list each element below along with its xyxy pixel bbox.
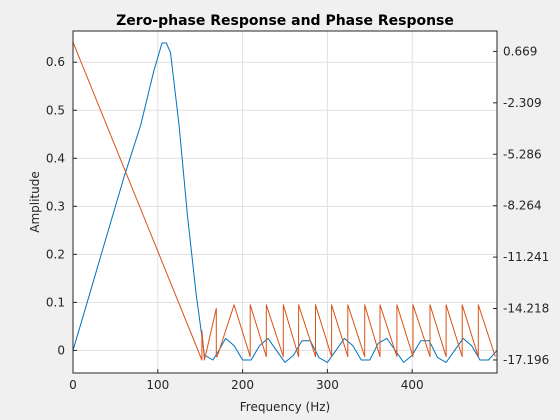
series-layer xyxy=(72,42,498,363)
chart-title: Zero-phase Response and Phase Response xyxy=(116,13,454,29)
y-right-tick-label: -2.309 xyxy=(503,96,542,110)
y-left-tick-label: 0.2 xyxy=(46,247,65,261)
grid xyxy=(73,31,497,373)
y-left-tick-label: 0.4 xyxy=(46,151,65,165)
y-axis-left: 0 0.1 0.2 0.3 0.4 0.5 0.6 xyxy=(46,55,77,357)
x-tick-label: 400 xyxy=(401,378,424,392)
y-right-tick-label: -5.286 xyxy=(503,147,542,161)
y-right-tick-label: -17.196 xyxy=(503,353,549,367)
plot-frame xyxy=(72,30,498,374)
plot-area xyxy=(73,31,497,373)
y-right-tick-label: 0.669 xyxy=(503,44,537,58)
x-tick-label: 100 xyxy=(146,378,169,392)
y-left-tick-label: 0.3 xyxy=(46,199,65,213)
x-tick-label: 0 xyxy=(69,378,77,392)
y-axis-label: Amplitude xyxy=(28,171,42,233)
y-right-tick-label: -8.264 xyxy=(503,199,542,213)
y-axis-right: 0.669 -2.309 -5.286 -8.264 -11.241 -14.218 -17… xyxy=(493,44,549,367)
y-left-tick-label: 0.6 xyxy=(46,55,65,69)
series-line-2 xyxy=(72,42,496,361)
x-tick-label: 200 xyxy=(231,378,254,392)
x-tick-label: 300 xyxy=(316,378,339,392)
y-right-tick-label: -11.241 xyxy=(503,250,549,264)
y-left-tick-label: 0.5 xyxy=(46,103,65,117)
x-axis-label: Frequency (Hz) xyxy=(240,400,331,414)
y-left-tick-label: 0 xyxy=(57,343,65,357)
series-line-1 xyxy=(72,42,498,363)
x-axis: 0 100 200 300 400 xyxy=(69,369,424,392)
y-left-tick-label: 0.1 xyxy=(46,295,65,309)
y-right-tick-label: -14.218 xyxy=(503,302,549,316)
